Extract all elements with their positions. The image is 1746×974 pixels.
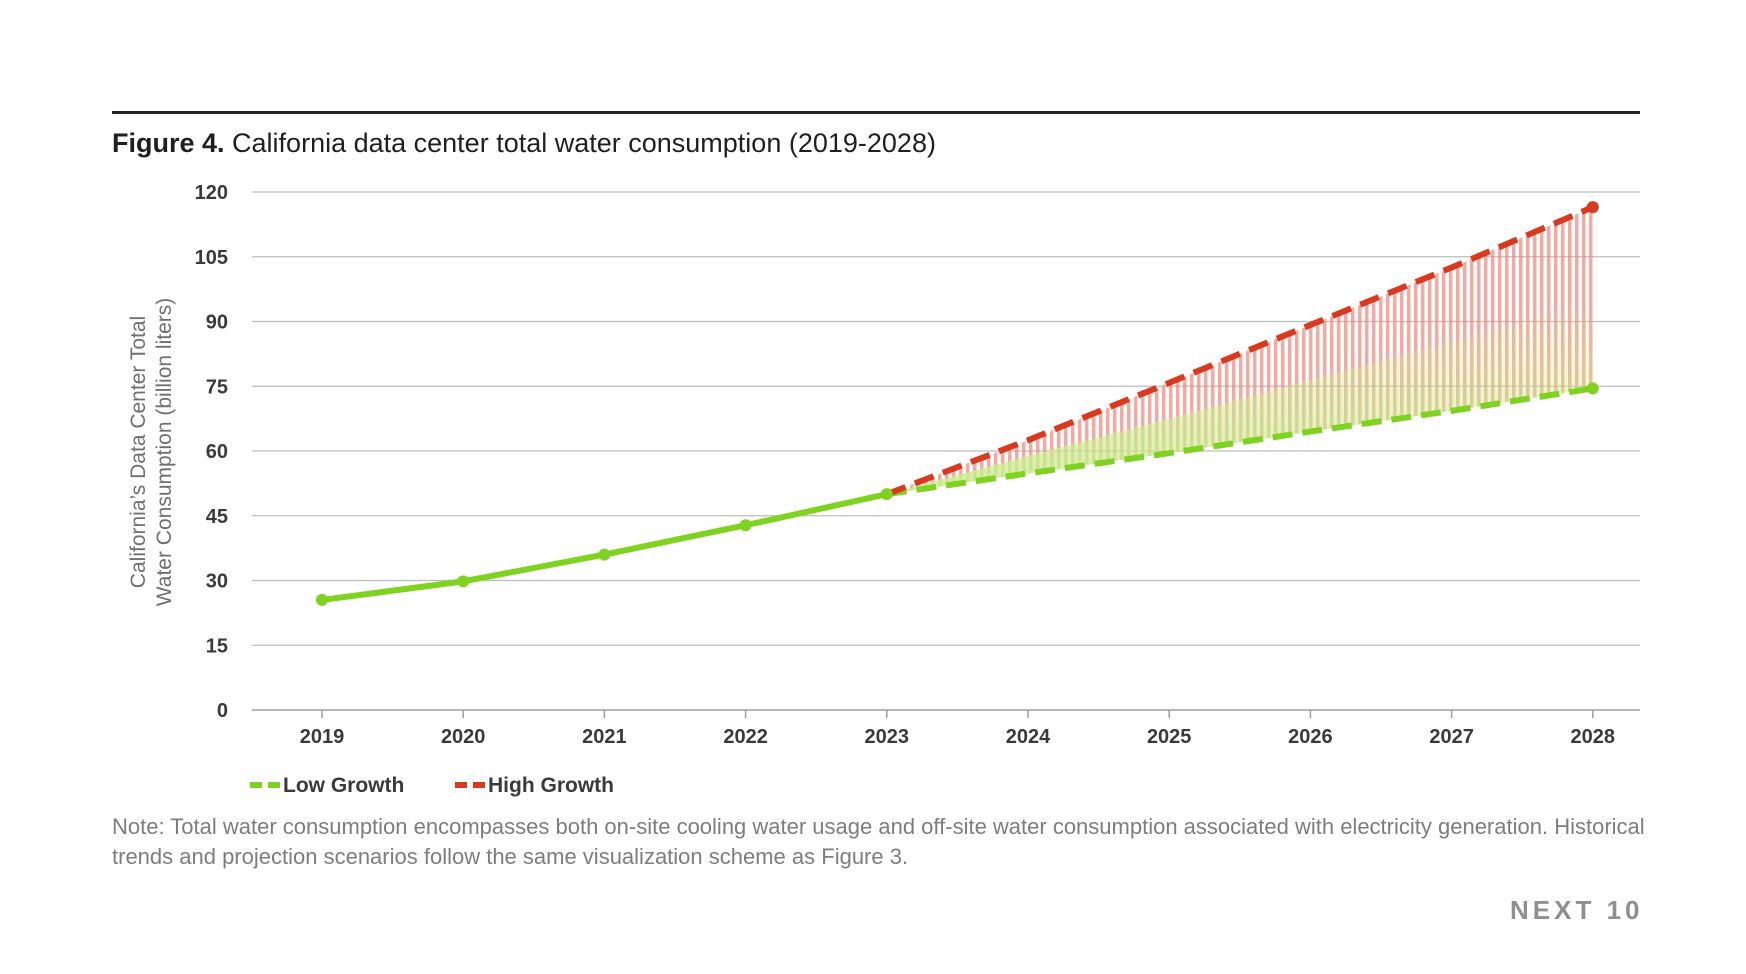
historical-point [598, 548, 611, 561]
y-tick-label: 45 [206, 506, 228, 528]
y-tick-label: 30 [206, 571, 228, 593]
y-tick-label: 105 [195, 247, 228, 269]
x-tick-label: 2027 [1429, 726, 1474, 748]
y-tick-labels: 0 15 30 45 60 75 90 105 120 [195, 182, 228, 722]
data-points [316, 201, 1599, 606]
x-tick-label: 2026 [1288, 726, 1333, 748]
x-tick-label: 2024 [1006, 726, 1051, 748]
historical-point [316, 593, 328, 606]
next10-logo: NEXT 10 [1510, 895, 1644, 925]
projection-band [886, 207, 1593, 495]
title-rule [112, 111, 1640, 114]
historical-line [319, 491, 890, 603]
historical-point [739, 519, 752, 532]
x-tick-label: 2020 [441, 726, 486, 748]
high-growth-endpoint [1586, 201, 1599, 214]
legend-label: High Growth [488, 774, 614, 797]
high-growth-line [885, 204, 1594, 497]
y-tick-label: 120 [195, 182, 228, 204]
figure-title: Figure 4. California data center total w… [112, 128, 936, 159]
x-axis [252, 709, 1640, 718]
x-tick-label: 2025 [1147, 726, 1192, 748]
historical-point [880, 488, 893, 501]
y-axis-label-line: Water Consumption (billion liters) [153, 298, 176, 607]
figure-title-text: California data center total water consu… [232, 128, 936, 158]
x-tick-labels: 2019 2020 2021 2022 2023 2024 2025 2026 2027 2028 [300, 726, 1615, 748]
y-tick-label: 15 [206, 635, 228, 657]
y-tick-label: 75 [206, 376, 228, 398]
y-axis-label: California’s Data Center Total Water Cons… [127, 298, 176, 607]
y-tick-label: 90 [206, 312, 228, 334]
legend-label: Low Growth [283, 774, 404, 797]
x-tick-label: 2023 [865, 726, 910, 748]
figure-note: Note: Total water consumption encompasse… [112, 814, 1645, 869]
projection-band-fade [886, 302, 1593, 495]
historical-point [457, 575, 470, 588]
low-growth-endpoint [1586, 382, 1599, 395]
x-tick-label: 2022 [723, 726, 768, 748]
y-axis-label-line: California’s Data Center Total [127, 316, 150, 588]
x-tick-label: 2021 [582, 726, 627, 748]
y-tick-label: 60 [206, 441, 228, 463]
x-tick-label: 2019 [300, 726, 345, 748]
y-tick-label: 0 [217, 700, 228, 722]
legend: Low Growth High Growth [250, 774, 614, 797]
figure-label: Figure 4. [112, 128, 225, 158]
x-tick-label: 2028 [1571, 726, 1616, 748]
